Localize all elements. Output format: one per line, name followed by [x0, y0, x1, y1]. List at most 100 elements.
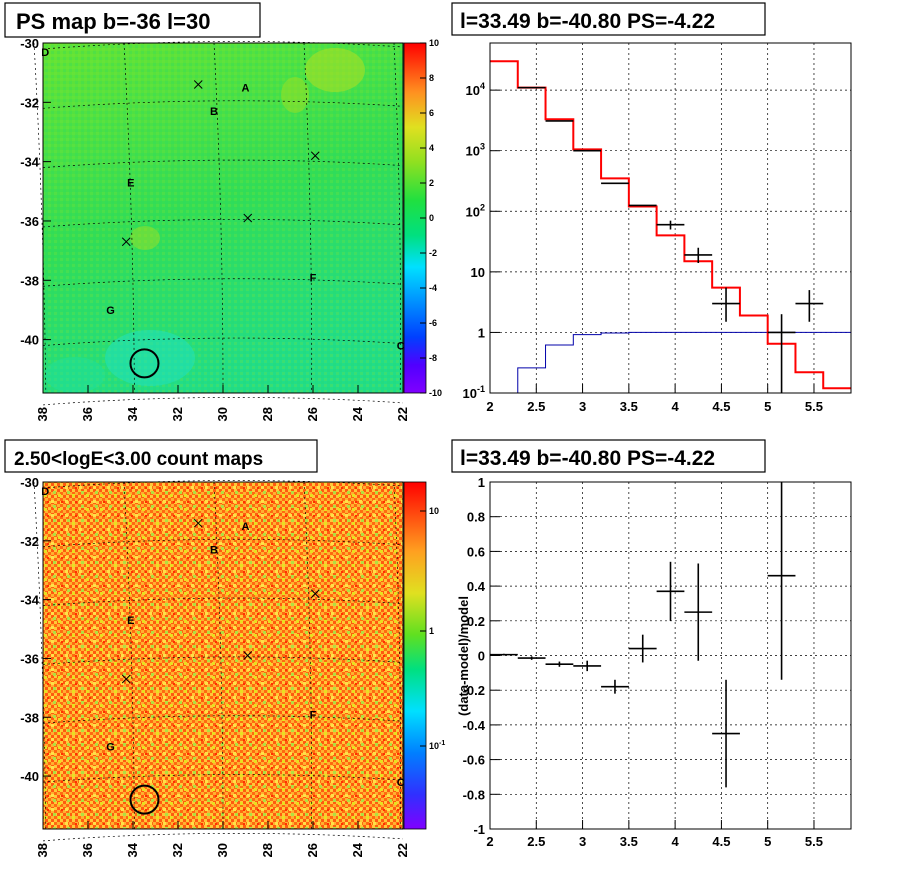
graticule-meridian [123, 481, 135, 830]
x-tick-label: 30 [215, 407, 230, 421]
x-tick-label: 38 [35, 407, 50, 421]
source-label-D: D [41, 47, 49, 59]
y-tick-label: -0.6 [463, 753, 485, 768]
graticule-parallel [42, 832, 404, 842]
x-tick-label: 36 [80, 407, 95, 421]
x-tick-label: 34 [125, 406, 140, 421]
count-map-texture [43, 482, 403, 829]
ps-map-hotspot [130, 226, 160, 250]
graticule-meridian [33, 481, 47, 830]
source-label-C: C [397, 777, 405, 789]
residual-title: l=33.49 b=-40.80 PS=-4.22 [451, 439, 766, 473]
colorbar-tick-label: 10 [429, 38, 439, 48]
x-tick-label: 3.5 [620, 834, 638, 849]
graticule-parallel [42, 656, 404, 665]
graticule-meridian [303, 481, 313, 830]
source-label-G: G [106, 305, 115, 317]
x-tick-label: 5.5 [805, 399, 823, 414]
x-tick-label: 28 [260, 407, 275, 421]
x-tick-label: 4.5 [712, 399, 730, 414]
model-series [490, 60, 851, 390]
target-circle-marker [129, 348, 160, 379]
ps-map-hotspot [281, 77, 309, 113]
y-tick-label: -0.4 [463, 718, 486, 733]
x-tick-label: 4.5 [712, 834, 730, 849]
y-tick-label: -30 [20, 36, 39, 51]
residual-x-axis: 2 2.5 3 3.5 4 4.5 5 5.5 [486, 820, 823, 849]
count-map-colorbar [403, 481, 427, 830]
y-tick-label: -34 [20, 155, 40, 170]
colorbar-tick-label: 1 [429, 626, 434, 636]
ps-map-coldspot [45, 357, 105, 393]
y-tick-label: -38 [20, 710, 39, 725]
colorbar-tick-label: 10 [429, 506, 439, 516]
x-tick-label: 26 [305, 407, 320, 421]
residual-panel: 2 2.5 3 3.5 4 4.5 5 5.5 1 0.8 0.6 0.4 0.2 0 -0.2 -0.4 -… [456, 475, 852, 849]
graticule-parallel [42, 278, 404, 287]
y-tick-label: -30 [20, 475, 39, 490]
x-tick-label: 2.5 [527, 399, 545, 414]
ps-map-colorbar-axis: 10 8 6 4 2 0 -2 -4 -6 -8 -10 [420, 38, 442, 398]
y-tick-label: 0.2 [467, 614, 485, 629]
y-tick-label: -0.8 [463, 787, 485, 802]
source-cross-marker [121, 237, 131, 247]
source-label-C: C [397, 341, 405, 353]
y-tick-label: -36 [20, 214, 39, 229]
x-tick-label: 4 [672, 399, 680, 414]
ps-map-x-axis: 38 36 34 32 30 28 26 24 22 [35, 385, 410, 421]
graticule-meridian [303, 42, 313, 394]
source-label-G: G [106, 742, 115, 754]
colorbar-tick-label: -4 [429, 283, 437, 293]
ps-map-coordinate-grid [33, 41, 404, 406]
colorbar-tick-label: 2 [429, 178, 434, 188]
graticule-meridian [393, 481, 401, 830]
y-tick-label: -36 [20, 651, 39, 666]
graticule-meridian [213, 481, 224, 830]
residual-y-axis: 1 0.8 0.6 0.4 0.2 0 -0.2 -0.4 -0.6 -0.8 -1 [463, 475, 500, 837]
spectrum-frame [489, 42, 852, 394]
x-tick-label: 32 [170, 407, 185, 421]
y-tick-label: 0 [478, 649, 485, 664]
background-series [490, 331, 851, 394]
source-cross-marker [193, 518, 203, 528]
x-tick-label: 28 [260, 843, 275, 857]
ps-map-title: PS map b=-36 l=30 [4, 2, 261, 38]
y-tick-label: 10-1 [463, 384, 485, 401]
graticule-meridian [213, 42, 224, 394]
source-cross-marker [243, 213, 253, 223]
y-tick-label: 104 [466, 81, 485, 98]
y-tick-label: -1 [473, 822, 485, 837]
graticule-parallel [42, 774, 404, 783]
y-tick-label: 0.6 [467, 544, 485, 559]
graticule-meridian [33, 42, 47, 394]
colorbar-tick-label: -6 [429, 318, 437, 328]
source-label-B: B [210, 106, 218, 118]
source-label-E: E [127, 177, 134, 189]
source-label-F: F [310, 272, 317, 284]
spectrum-title-text: l=33.49 b=-40.80 PS=-4.22 [460, 10, 715, 33]
y-tick-label: -32 [20, 95, 39, 110]
residual-y-axis-label: (data-model)/model [456, 596, 471, 716]
colorbar-tick-label: 8 [429, 73, 434, 83]
x-tick-label: 22 [395, 407, 410, 421]
source-label-E: E [127, 615, 134, 627]
source-label-A: A [242, 521, 250, 533]
x-tick-label: 4 [672, 834, 680, 849]
graticule-parallel [42, 597, 404, 606]
x-tick-label: 3 [579, 834, 586, 849]
y-tick-label: 0.8 [467, 510, 485, 525]
source-cross-marker [243, 651, 253, 660]
x-tick-label: 24 [350, 842, 365, 857]
source-label-B: B [210, 545, 218, 557]
y-tick-label: -0.2 [463, 683, 485, 698]
count-map-colorbar-axis: 10 1 10-1 [420, 506, 445, 751]
colorbar-tick-label: -10 [429, 388, 442, 398]
y-tick-label: 0.4 [467, 579, 486, 594]
y-tick-label: -34 [20, 593, 40, 608]
colorbar-tick-label: 10-1 [429, 740, 445, 751]
y-tick-label: 103 [466, 142, 485, 159]
